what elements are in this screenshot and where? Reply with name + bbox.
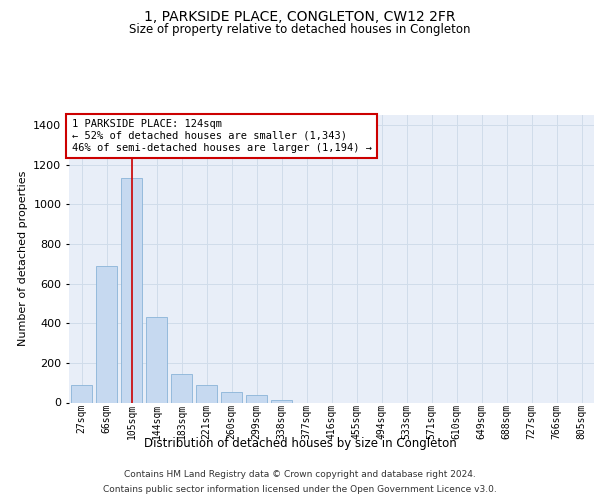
Bar	[246, 394, 267, 402]
Text: Size of property relative to detached houses in Congleton: Size of property relative to detached ho…	[129, 22, 471, 36]
Text: 1, PARKSIDE PLACE, CONGLETON, CW12 2FR: 1, PARKSIDE PLACE, CONGLETON, CW12 2FR	[144, 10, 456, 24]
Bar	[196, 384, 217, 402]
Bar	[121, 178, 142, 402]
Bar	[221, 392, 242, 402]
Bar	[96, 266, 117, 402]
Text: Distribution of detached houses by size in Congleton: Distribution of detached houses by size …	[143, 438, 457, 450]
Bar	[171, 374, 192, 402]
Bar	[271, 400, 292, 402]
Bar	[146, 317, 167, 402]
Y-axis label: Number of detached properties: Number of detached properties	[17, 171, 28, 346]
Text: Contains HM Land Registry data © Crown copyright and database right 2024.: Contains HM Land Registry data © Crown c…	[124, 470, 476, 479]
Text: Contains public sector information licensed under the Open Government Licence v3: Contains public sector information licen…	[103, 485, 497, 494]
Bar	[71, 384, 92, 402]
Text: 1 PARKSIDE PLACE: 124sqm
← 52% of detached houses are smaller (1,343)
46% of sem: 1 PARKSIDE PLACE: 124sqm ← 52% of detach…	[71, 120, 371, 152]
